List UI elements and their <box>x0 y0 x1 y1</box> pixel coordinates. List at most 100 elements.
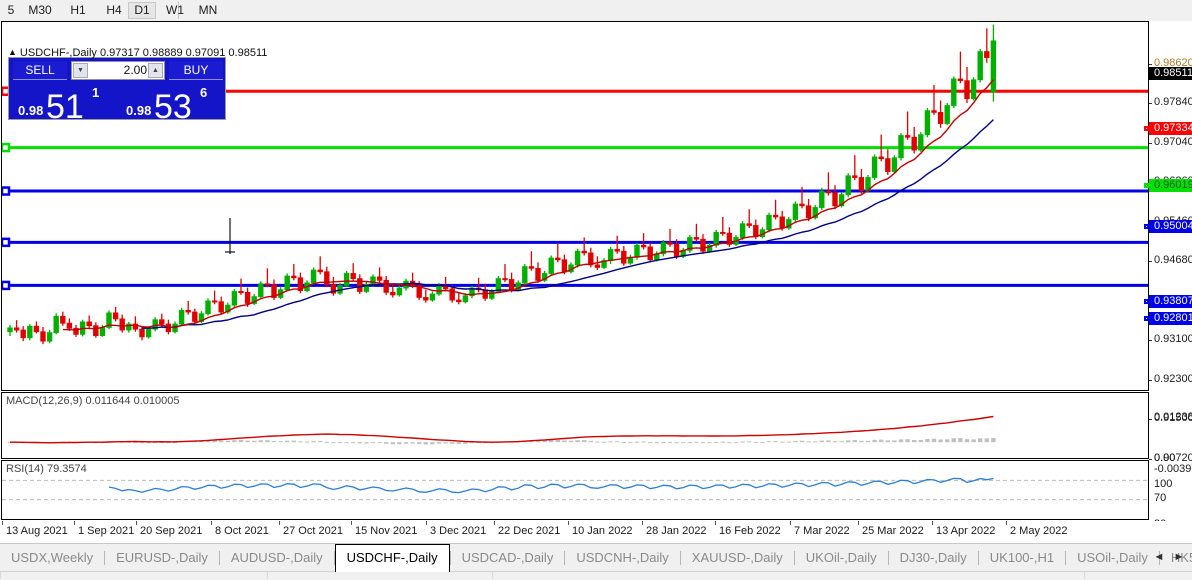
sell-price-main: 51 <box>46 88 84 126</box>
price-marker-last-price[interactable]: 0.98511 <box>1149 67 1192 80</box>
chart-tabs[interactable]: USDX,Weekly EURUSD-,Daily AUDUSD-,Daily USD… <box>0 544 1192 572</box>
tab-eurusd-daily[interactable]: EURUSD-,Daily <box>116 550 208 565</box>
tab-bar-underline <box>0 571 1192 580</box>
main-price-panel[interactable] <box>1 21 1149 391</box>
tick-mark <box>1149 103 1152 104</box>
timeframe-d1[interactable]: D1 <box>128 2 156 19</box>
timeframe-5[interactable]: 5 <box>7 3 15 17</box>
indicator-tick-label: 0.012387 <box>1154 411 1192 423</box>
tab-audusd-daily[interactable]: AUDUSD-,Daily <box>230 550 323 565</box>
price-marker-handle[interactable] <box>1144 183 1149 188</box>
indicator-tick-label: 100 <box>1154 478 1173 490</box>
macd-label: MACD(12,26,9) 0.011644 0.010005 <box>6 395 180 407</box>
tab-usdcad-daily[interactable]: USDCAD-,Daily <box>461 550 554 565</box>
date-tick-mark <box>932 521 933 525</box>
price-tick-label: 0.98620 <box>1154 57 1192 69</box>
chart-frame: ▲ USDCHF-,Daily 0.97317 0.98889 0.97091 0… <box>0 21 1192 543</box>
tab-ukoil-daily[interactable]: UKOil-,Daily <box>805 550 877 565</box>
sell-price-fraction: 1 <box>92 85 100 100</box>
tab-separator <box>977 551 979 565</box>
tab-hk50-[interactable]: HK50-, <box>1170 550 1192 565</box>
date-tick-label: 10 Jan 2022 <box>572 525 633 537</box>
sell-button[interactable]: SELL <box>13 61 67 80</box>
tick-mark <box>1149 459 1152 460</box>
date-tick-mark <box>351 521 352 525</box>
tick-mark <box>1149 143 1152 144</box>
candlestick-plot[interactable] <box>2 22 1148 390</box>
price-marker-handle[interactable] <box>1144 224 1149 229</box>
volume-input[interactable]: 2.00 <box>89 62 147 79</box>
indicator-tick-label: -0.00397 <box>1154 463 1192 475</box>
date-tick-label: 13 Apr 2022 <box>936 525 996 537</box>
date-tick-mark <box>642 521 643 525</box>
price-tick-label: 0.91500 <box>1154 412 1192 424</box>
buy-price-prefix: 0.98 <box>126 103 152 118</box>
tab-xauusd-daily[interactable]: XAUUSD-,Daily <box>691 550 783 565</box>
rsi-indicator-panel[interactable]: RSI(14) 79.3574 <box>1 460 1149 520</box>
tab-usdcnh-daily[interactable]: USDCNH-,Daily <box>576 550 669 565</box>
collapse-triangle-icon[interactable]: ▲ <box>8 47 17 57</box>
date-tick-mark <box>136 521 137 525</box>
timeframe-mn[interactable]: MN <box>198 3 218 17</box>
timeframe-h1[interactable]: H1 <box>70 3 86 17</box>
price-marker-support-green[interactable]: 0.96019 <box>1144 179 1192 192</box>
timeframe-m30[interactable]: M30 <box>28 3 52 17</box>
buy-button[interactable]: BUY <box>169 61 223 80</box>
tab-separator <box>679 551 681 565</box>
price-tick-label: 0.92300 <box>1154 373 1192 385</box>
chart-symbol-header: ▲ USDCHF-,Daily 0.97317 0.98889 0.97091 0… <box>8 47 267 59</box>
date-tick-mark <box>74 521 75 525</box>
tab-scroll-right-icon[interactable]: ► <box>1173 551 1185 563</box>
tab-separator <box>1065 551 1067 565</box>
tick-mark <box>1149 419 1152 420</box>
date-tick-mark <box>715 521 716 525</box>
tick-mark <box>1149 340 1152 341</box>
date-tick-label: 28 Jan 2022 <box>646 525 707 537</box>
rsi-label: RSI(14) 79.3574 <box>6 463 87 475</box>
indicator-tick-label: 70 <box>1154 492 1167 504</box>
volume-increase-icon[interactable]: ▲ <box>148 63 163 78</box>
volume-stepper[interactable]: ▼ 2.00 ▲ <box>71 61 165 80</box>
volume-decrease-icon[interactable]: ▼ <box>73 63 88 78</box>
timeframe-h4[interactable]: H4 <box>106 3 122 17</box>
buy-price-quote[interactable]: 0.98 53 6 <box>120 84 224 124</box>
date-tick-label: 25 Mar 2022 <box>862 525 924 537</box>
tick-mark <box>1149 64 1152 65</box>
timeframe-w1[interactable]: W1 <box>166 3 184 17</box>
buy-price-fraction: 6 <box>200 85 208 100</box>
sell-price-quote[interactable]: 0.98 51 1 <box>12 84 116 124</box>
price-marker-support-blue[interactable]: 0.95004 <box>1144 220 1192 233</box>
one-click-trading-panel[interactable]: SELL ▼ 2.00 ▲ BUY 0.98 51 1 0.98 53 6 <box>8 57 226 124</box>
tick-mark <box>1149 261 1152 262</box>
price-tick-label: 0.90720 <box>1154 452 1192 464</box>
tab-usdchf-daily[interactable]: USDCHF-,Daily <box>334 544 450 572</box>
date-tick-label: 2 May 2022 <box>1010 525 1068 537</box>
tab-usdx-weekly[interactable]: USDX,Weekly <box>11 550 94 565</box>
tab-bar-tick <box>1084 572 1085 579</box>
tab-dj30-daily[interactable]: DJ30-,Daily <box>899 550 967 565</box>
macd-indicator-panel[interactable]: MACD(12,26,9) 0.011644 0.010005 <box>1 392 1149 459</box>
tab-separator <box>218 551 220 565</box>
tab-separator <box>887 551 889 565</box>
date-tick-label: 16 Feb 2022 <box>719 525 781 537</box>
date-tick-mark <box>1006 521 1007 525</box>
price-scale[interactable]: 0.986200.978400.970400.962600.954600.946… <box>1144 21 1192 543</box>
tab-uk100-h1[interactable]: UK100-,H1 <box>989 550 1055 565</box>
date-tick-mark <box>858 521 859 525</box>
date-tick-mark <box>568 521 569 525</box>
price-marker-handle[interactable] <box>1144 299 1149 304</box>
price-marker-support-blue[interactable]: 0.92801 <box>1144 312 1192 325</box>
price-marker-handle[interactable] <box>1144 126 1149 131</box>
tab-separator <box>449 551 451 565</box>
price-marker-support-blue[interactable]: 0.93807 <box>1144 295 1192 308</box>
date-tick-mark <box>790 521 791 525</box>
tab-scroll-left-icon[interactable]: ◄ <box>1153 551 1165 563</box>
price-tick-label: 0.93100 <box>1154 333 1192 345</box>
tab-separator <box>1158 551 1160 565</box>
price-marker-resistance[interactable]: 0.97334 <box>1144 122 1192 135</box>
date-scale[interactable]: 13 Aug 2021 1 Sep 2021 20 Sep 2021 8 Oct 20… <box>0 521 1192 543</box>
tab-usoil-daily[interactable]: USOil-,Daily <box>1077 550 1148 565</box>
price-marker-handle[interactable] <box>1144 316 1149 321</box>
date-tick-mark <box>426 521 427 525</box>
